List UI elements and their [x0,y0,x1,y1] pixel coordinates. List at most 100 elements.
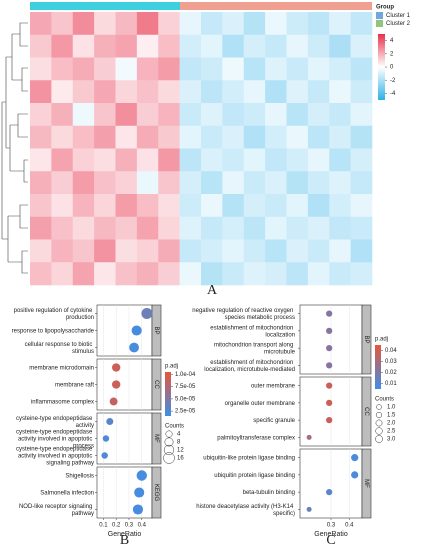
facet-label: BP [363,335,369,343]
legend-swatch [376,20,383,27]
term-label: establishment of mitochondrion localizat… [210,325,295,338]
facet-strip [151,304,162,357]
colorbar-label: 2.5e-05 [175,409,196,415]
heat-cell [72,34,95,58]
heat-cell [329,171,351,195]
size-key [375,419,383,427]
heat-cell [179,34,202,58]
heat-cell [72,57,95,81]
heat-cell [243,148,266,172]
heat-cell [350,57,373,81]
term-label: Shigellosis [65,473,94,479]
term-label: NOD-like receptor signaling pathway [19,504,94,517]
heat-cell [72,125,95,149]
heat-cell [350,103,373,127]
colorbar-label: 7.5e-05 [175,384,196,390]
legend-title: Counts [165,424,184,430]
legend-title: Counts [375,397,394,403]
heat-cell [115,34,138,58]
term-label: beta-tubulin binding [243,490,295,496]
size-label: 4 [177,432,181,438]
heat-cell [265,148,287,172]
size-key [163,444,175,456]
heat-cell [222,194,245,218]
heat-cell [94,57,116,81]
heat-cell [201,239,223,263]
heat-cell [179,103,202,127]
heat-cell [179,239,202,263]
heat-cell [286,262,309,286]
heat-cell [265,216,287,240]
colorbar-label: 0 [390,65,394,71]
heat-cell [265,80,287,104]
heat-cell [72,148,95,172]
facet-label: KEGG [153,484,159,502]
heat-cell [222,80,245,104]
size-label: 12 [177,448,184,454]
heat-cell [201,103,223,127]
heat-cell [136,194,159,218]
heat-cell [222,103,245,127]
heat-cell [329,148,351,172]
facet-label: CC [363,407,369,416]
heat-cell [158,194,180,218]
heat-cell [201,194,223,218]
dot [129,342,139,353]
heat-cell [329,103,351,127]
dot [326,345,333,352]
size-key [163,452,175,464]
heat-cell [51,34,74,58]
heat-cell [158,12,180,36]
heat-cell [94,262,116,286]
panel [96,358,153,411]
term-label: ubiquitin protein ligase binding [214,472,295,478]
heat-cell [30,125,52,149]
heat-cell [201,171,223,195]
heat-cell [30,148,52,172]
heat-cell [307,262,330,286]
term-label: establishment of mitochondrion localizat… [204,359,295,372]
heat-cell [265,239,287,263]
heat-cell [115,57,138,81]
heat-cell [94,80,116,104]
heat-cell [201,125,223,149]
facet-strip [361,448,372,519]
dendrogram [1,22,28,274]
heat-cell [115,103,138,127]
panel-label: C [326,533,335,548]
heat-cell [286,239,309,263]
heat-cell [94,194,116,218]
size-key [375,411,383,419]
heat-cell [350,239,373,263]
heat-cell [179,171,202,195]
dot [351,454,359,462]
heat-cell [94,125,116,149]
heat-cell [350,194,373,218]
dot [112,363,121,372]
heat-cell [136,34,159,58]
heat-cell [350,171,373,195]
heat-cell [286,80,309,104]
heat-cell [222,34,245,58]
heat-cell [243,80,266,104]
heat-cell [115,80,138,104]
heat-cell [286,12,309,36]
heat-cell [201,34,223,58]
heat-cell [30,80,52,104]
heat-cell [179,12,202,36]
facet-label: MF [153,434,159,443]
heat-cell [307,34,330,58]
heat-cell [201,262,223,286]
heat-cell [329,216,351,240]
heat-cell [115,216,138,240]
term-label: organelle outer membrane [225,400,296,406]
colorbar-label: 0.02 [385,370,397,376]
x-tick-label: 0.2 [112,523,121,529]
heat-cell [201,12,223,36]
heat-cell [201,57,223,81]
heat-cell [307,216,330,240]
dot [106,417,114,426]
heat-cell [307,148,330,172]
size-label: 8 [177,440,181,446]
heat-cell [201,148,223,172]
